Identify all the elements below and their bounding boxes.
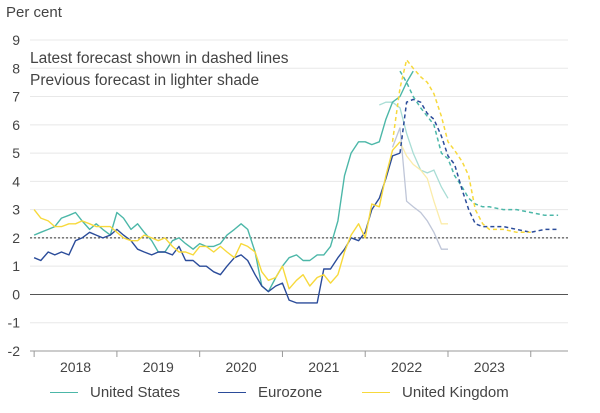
y-tick-label: -2 xyxy=(8,343,21,359)
series-lines xyxy=(33,58,559,304)
x-tick-label: 2022 xyxy=(391,359,422,375)
y-tick-label: 2 xyxy=(12,230,20,246)
legend-label-eurozone: Eurozone xyxy=(258,384,323,401)
legend-item-eurozone: Eurozone xyxy=(218,384,322,401)
previous-forecast-eurozone xyxy=(391,127,448,250)
x-tick-label: 2021 xyxy=(308,359,339,375)
annotation-lighter-shade: Previous forecast in lighter shade xyxy=(30,72,259,89)
x-tick-label: 2019 xyxy=(143,359,174,375)
y-tick-label: 8 xyxy=(12,60,20,76)
unit-label: Per cent xyxy=(6,4,63,21)
y-tick-label: 6 xyxy=(12,117,20,133)
legend-swatch-united-states xyxy=(50,392,78,393)
y-tick-label: 7 xyxy=(12,89,20,105)
actual-united-states xyxy=(33,70,414,293)
y-tick-label: 1 xyxy=(12,258,20,274)
y-tick-label: 3 xyxy=(12,202,20,218)
latest-forecast-united-states xyxy=(399,70,559,217)
annotation-dashed-lines: Latest forecast shown in dashed lines xyxy=(30,50,289,67)
previous-forecast-united-states xyxy=(379,101,449,199)
legend-label-united-kingdom: United Kingdom xyxy=(402,384,509,401)
legend-item-united-kingdom: United Kingdom xyxy=(362,384,509,401)
actual-eurozone xyxy=(33,152,401,304)
x-tick-label: 2018 xyxy=(60,359,91,375)
legend: United States Eurozone United Kingdom xyxy=(0,384,600,406)
x-tick-label: 2020 xyxy=(225,359,256,375)
x-tick-label: 2023 xyxy=(474,359,505,375)
latest-forecast-eurozone xyxy=(399,98,559,234)
legend-item-united-states: United States xyxy=(50,384,180,401)
x-axis: 2018 2019 2020 2021 2022 2023 xyxy=(30,350,568,375)
legend-swatch-united-kingdom xyxy=(362,392,390,393)
latest-forecast-united-kingdom xyxy=(391,58,531,234)
y-tick-label: 9 xyxy=(12,32,20,48)
y-tick-label: -1 xyxy=(8,315,21,331)
legend-label-united-states: United States xyxy=(90,384,181,401)
actual-united-kingdom xyxy=(33,141,401,290)
y-tick-label: 4 xyxy=(12,173,20,189)
y-tick-label: 0 xyxy=(12,286,20,302)
previous-forecast-united-kingdom xyxy=(399,141,448,225)
y-tick-label: 5 xyxy=(12,145,20,161)
legend-swatch-eurozone xyxy=(218,392,246,393)
y-axis: 9 8 7 6 5 4 3 2 1 0 -1 -2 xyxy=(8,32,21,359)
